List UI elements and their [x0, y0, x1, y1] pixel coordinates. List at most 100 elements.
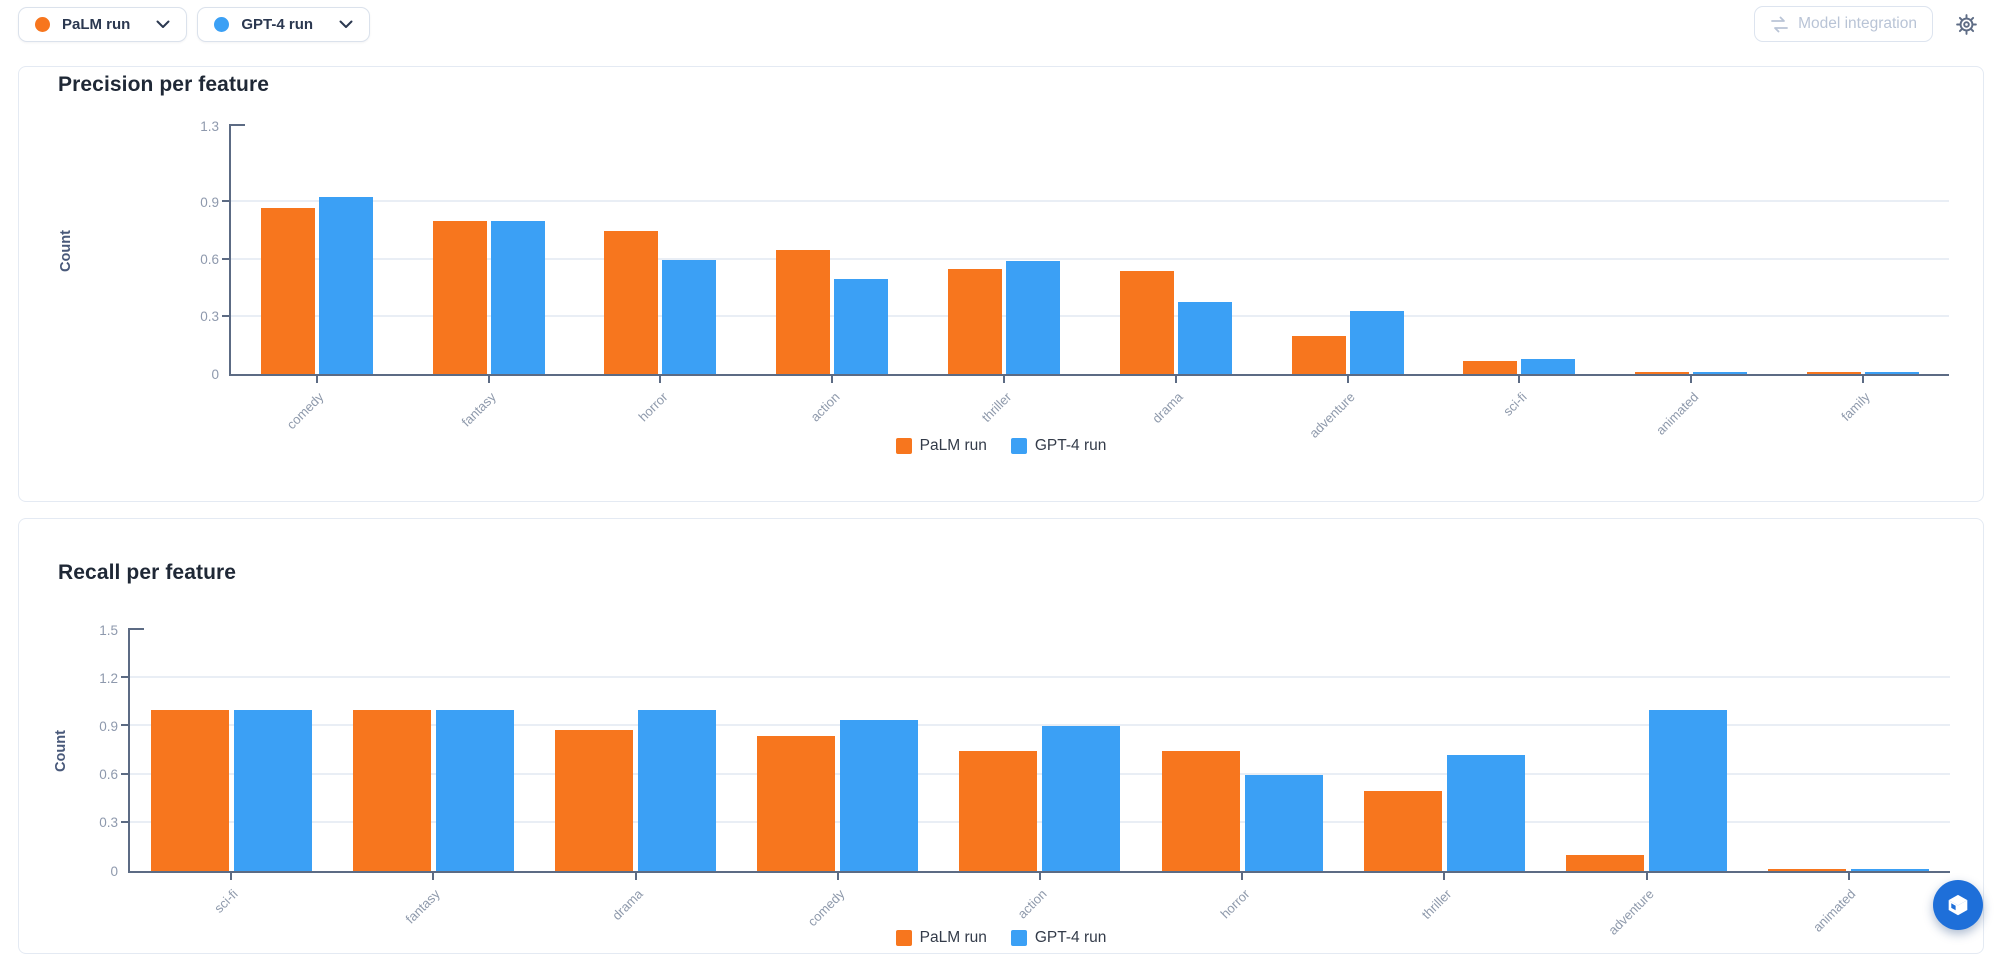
category-slot-thriller: thriller: [1343, 630, 1545, 922]
category-slot-drama: drama: [534, 630, 736, 923]
x-axis-label-drama: drama: [608, 886, 646, 923]
bar-palm-run-fantasy: [432, 221, 487, 374]
bar-gpt-4-run-action: [1042, 726, 1121, 871]
recall-chart: Count sci-fi fantasy drama comedy action horr…: [19, 519, 1983, 953]
chevron-down-icon: [339, 20, 353, 28]
category-slot-thriller: thriller: [918, 126, 1090, 425]
run-selector-gpt4[interactable]: GPT-4 run: [197, 6, 371, 42]
category-slot-horror: horror: [575, 126, 747, 424]
bar-palm-run-adventure: [1566, 854, 1645, 871]
axis-top-cap: [128, 628, 144, 630]
palm-run-color-dot: [35, 16, 50, 32]
category-slot-sci-fi: sci-fi: [130, 630, 332, 916]
x-axis-label-thriller: thriller: [978, 389, 1014, 425]
x-tick: [1003, 376, 1006, 383]
x-axis-label-action: action: [807, 389, 843, 425]
x-tick: [634, 873, 637, 880]
y-tick: [121, 772, 128, 775]
bar-gpt-4-run-animated: [1851, 869, 1930, 871]
bar-palm-run-horror: [1161, 750, 1240, 871]
chart-title: Precision per feature: [58, 73, 270, 96]
precision-chart-card: Precision per feature Count comedy fantas…: [18, 66, 1984, 502]
bar-gpt-4-run-thriller: [1006, 261, 1061, 374]
y-tick: [222, 314, 229, 317]
x-axis-label-horror: horror: [635, 389, 671, 425]
x-tick: [1518, 376, 1521, 383]
y-tick-label: 0.6: [200, 251, 219, 267]
bar-palm-run-thriller: [1363, 790, 1442, 871]
y-tick-label: 0.9: [99, 718, 118, 734]
x-tick: [659, 376, 662, 383]
bar-gpt-4-run-adventure: [1349, 311, 1404, 374]
x-axis-label-sci-fi: sci-fi: [1499, 389, 1530, 419]
precision-chart: Count comedy fantasy horror action thriller d…: [19, 67, 1983, 501]
run-selector-label: GPT-4 run: [241, 15, 314, 33]
model-integration-button[interactable]: Model integration: [1754, 6, 1933, 42]
run-selector-palm[interactable]: PaLM run: [18, 6, 188, 42]
category-slot-fantasy: fantasy: [403, 126, 575, 430]
bar-palm-run-animated: [1635, 372, 1690, 374]
legend-item-gpt-4-run: GPT-4 run: [1010, 437, 1106, 455]
category-slot-adventure: adventure: [1546, 630, 1748, 938]
category-slot-action: action: [746, 126, 918, 424]
category-slot-adventure: adventure: [1262, 126, 1434, 441]
legend-swatch: [895, 438, 912, 454]
bar-gpt-4-run-action: [834, 278, 889, 374]
bar-palm-run-adventure: [1291, 335, 1346, 374]
gridline: [130, 724, 1950, 727]
bar-palm-run-sci-fi: [150, 710, 229, 871]
y-tick-label: 0.3: [99, 815, 118, 831]
bar-palm-run-action: [776, 250, 831, 374]
x-axis-label-sci-fi: sci-fi: [211, 886, 242, 916]
gridline: [231, 257, 1949, 260]
bar-gpt-4-run-fantasy: [435, 710, 514, 871]
legend: PaLM run GPT-4 run: [19, 929, 1983, 947]
bar-palm-run-horror: [604, 230, 659, 374]
x-tick: [1443, 873, 1446, 880]
cube-logo-icon: [1948, 894, 1968, 916]
x-axis-label-animated: animated: [1652, 389, 1702, 438]
legend-swatch: [1010, 930, 1027, 946]
bar-palm-run-drama: [1119, 271, 1174, 374]
settings-button[interactable]: [1955, 13, 1978, 36]
y-tick-label: 0: [211, 366, 219, 382]
gear-icon: [1956, 13, 1977, 35]
y-tick: [222, 257, 229, 260]
bar-palm-run-comedy: [757, 736, 836, 871]
y-axis-label: Count: [53, 730, 69, 772]
x-tick: [487, 376, 490, 383]
bar-palm-run-animated: [1768, 869, 1847, 871]
chart-title: Recall per feature: [58, 561, 237, 584]
cube-logo-fab-button[interactable]: [1933, 880, 1983, 930]
x-axis-label-comedy: comedy: [284, 389, 327, 433]
bar-gpt-4-run-sci-fi: [1521, 358, 1576, 374]
plot-area: comedy fantasy horror action thriller drama ad…: [200, 119, 1949, 441]
bar-gpt-4-run-family: [1865, 372, 1920, 374]
gridline: [231, 314, 1949, 317]
bar-gpt-4-run-thriller: [1446, 755, 1525, 871]
gridline: [231, 200, 1949, 203]
bar-gpt-4-run-horror: [1244, 774, 1323, 871]
category-slot-sci-fi: sci-fi: [1434, 126, 1606, 419]
category-slot-animated: animated: [1748, 630, 1950, 935]
x-axis-label-fantasy: fantasy: [458, 389, 499, 430]
x-tick: [1645, 873, 1648, 880]
x-tick: [1690, 376, 1693, 383]
bars-layer: comedy fantasy horror action thriller drama ad…: [231, 126, 1949, 441]
category-slot-family: family: [1777, 126, 1949, 424]
x-axis-label-animated: animated: [1810, 886, 1859, 935]
legend-item-palm-run: PaLM run: [895, 929, 987, 947]
bar-gpt-4-run-drama: [1177, 301, 1232, 374]
bar-gpt-4-run-horror: [662, 259, 717, 374]
bars-layer: sci-fi fantasy drama comedy action horror thri…: [130, 630, 1950, 938]
recall-chart-card: Recall per feature Count sci-fi fantasy dr…: [18, 518, 1984, 954]
bar-gpt-4-run-comedy: [840, 719, 919, 871]
category-slot-fantasy: fantasy: [332, 630, 534, 927]
x-axis-label-thriller: thriller: [1418, 886, 1455, 922]
legend-item-gpt-4-run: GPT-4 run: [1010, 929, 1106, 947]
category-slot-horror: horror: [1141, 630, 1343, 921]
x-tick: [1038, 873, 1041, 880]
model-integration-label: Model integration: [1798, 15, 1917, 32]
bar-gpt-4-run-sci-fi: [233, 710, 312, 871]
bar-gpt-4-run-fantasy: [490, 221, 545, 374]
